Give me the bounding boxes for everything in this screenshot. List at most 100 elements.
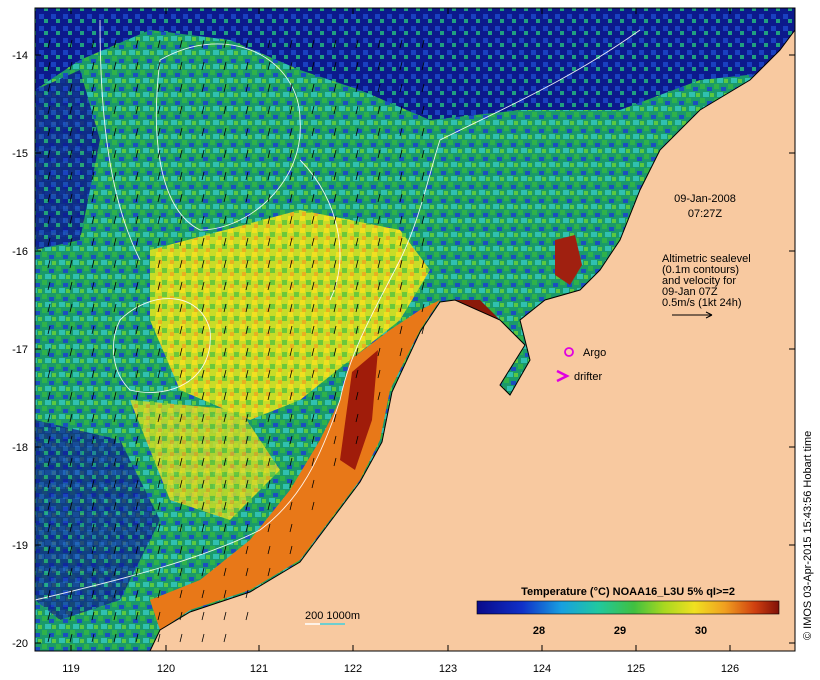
colorbar-tick-label: 30	[695, 625, 707, 637]
velocity-arrow	[223, 215, 227, 225]
velocity-arrow	[311, 303, 315, 313]
velocity-arrow	[267, 303, 271, 313]
lon-tick-label: 125	[627, 663, 645, 675]
velocity-arrow	[333, 83, 337, 93]
velocity-arrow	[135, 281, 139, 291]
velocity-arrow	[355, 237, 359, 247]
velocity-arrow	[135, 479, 139, 489]
velocity-arrow	[289, 479, 293, 489]
velocity-arrow	[267, 193, 271, 203]
velocity-arrow	[179, 413, 183, 423]
velocity-arrow	[311, 347, 315, 357]
velocity-arrow	[201, 523, 205, 533]
velocity-arrow	[421, 193, 425, 203]
velocity-arrow	[311, 61, 315, 71]
velocity-arrow	[223, 391, 227, 401]
velocity-arrow	[377, 391, 381, 401]
velocity-arrow	[245, 457, 249, 467]
velocity-arrow	[245, 501, 249, 511]
cold-water-region	[35, 70, 100, 250]
velocity-arrow	[245, 39, 249, 49]
velocity-arrow	[245, 193, 249, 203]
velocity-arrow	[377, 149, 381, 159]
velocity-arrow	[201, 83, 205, 93]
velocity-arrow	[113, 545, 117, 555]
velocity-arrow	[201, 281, 205, 291]
velocity-arrow	[47, 391, 51, 401]
velocity-arrow	[201, 567, 205, 577]
velocity-arrow	[267, 149, 271, 159]
velocity-arrow	[135, 171, 139, 181]
velocity-arrow	[289, 303, 293, 313]
velocity-arrow	[69, 259, 73, 269]
velocity-arrow	[69, 105, 73, 115]
velocity-arrow	[201, 369, 205, 379]
velocity-arrow	[333, 413, 337, 423]
velocity-arrow	[135, 523, 139, 533]
velocity-arrow	[267, 215, 271, 225]
velocity-arrow	[355, 193, 359, 203]
velocity-arrow	[355, 215, 359, 225]
velocity-arrow	[201, 589, 205, 599]
velocity-arrow	[47, 611, 51, 621]
colorbar-ticks: 28 29 30	[533, 625, 707, 637]
velocity-arrow	[69, 545, 73, 555]
velocity-arrow	[179, 303, 183, 313]
velocity-arrow	[267, 567, 271, 577]
velocity-arrow	[311, 39, 315, 49]
velocity-arrow	[223, 39, 227, 49]
velocity-arrow	[289, 545, 293, 555]
velocity-arrow	[91, 523, 95, 533]
velocity-arrow	[201, 149, 205, 159]
velocity-arrow	[113, 391, 117, 401]
velocity-arrow	[399, 149, 403, 159]
velocity-arrow	[91, 149, 95, 159]
velocity-arrow	[157, 589, 161, 599]
velocity-arrow	[267, 413, 271, 423]
velocity-arrow	[135, 545, 139, 555]
velocity-arrow	[245, 105, 249, 115]
velocity-arrow	[333, 391, 337, 401]
velocity-arrow	[113, 259, 117, 269]
velocity-arrow	[69, 633, 73, 643]
velocity-arrow	[289, 149, 293, 159]
velocity-arrow	[399, 215, 403, 225]
lat-tick-label: -16	[12, 246, 28, 258]
velocity-arrow	[289, 325, 293, 335]
velocity-arrow	[179, 237, 183, 247]
velocity-arrow	[201, 215, 205, 225]
velocity-arrow	[47, 347, 51, 357]
velocity-arrow	[157, 567, 161, 577]
velocity-arrow	[179, 633, 183, 643]
velocity-arrow	[223, 347, 227, 357]
velocity-arrow	[47, 215, 51, 225]
velocity-arrow	[135, 39, 139, 49]
velocity-arrow	[223, 435, 227, 445]
velocity-arrow	[311, 281, 315, 291]
velocity-arrow	[47, 193, 51, 203]
argo-legend-label: Argo	[583, 347, 606, 359]
velocity-arrow	[69, 391, 73, 401]
velocity-arrow	[421, 61, 425, 71]
velocity-arrow	[223, 105, 227, 115]
velocity-arrow	[179, 105, 183, 115]
velocity-arrow	[113, 237, 117, 247]
velocity-arrow	[223, 369, 227, 379]
velocity-arrow	[69, 567, 73, 577]
velocity-arrow	[245, 237, 249, 247]
velocity-arrow	[333, 105, 337, 115]
drifter-legend-label: drifter	[574, 371, 602, 383]
velocity-arrow	[113, 105, 117, 115]
velocity-arrow	[377, 127, 381, 137]
velocity-arrow	[399, 347, 403, 357]
velocity-arrow	[311, 413, 315, 423]
velocity-arrow	[289, 435, 293, 445]
datetime-label: 09-Jan-2008	[674, 193, 736, 205]
velocity-arrow	[333, 281, 337, 291]
lon-tick-label: 119	[62, 663, 80, 675]
velocity-arrow	[157, 369, 161, 379]
svg-text:(0.1m contours): (0.1m contours)	[662, 264, 739, 276]
velocity-arrow	[421, 127, 425, 137]
velocity-arrow	[91, 171, 95, 181]
velocity-arrow	[91, 567, 95, 577]
